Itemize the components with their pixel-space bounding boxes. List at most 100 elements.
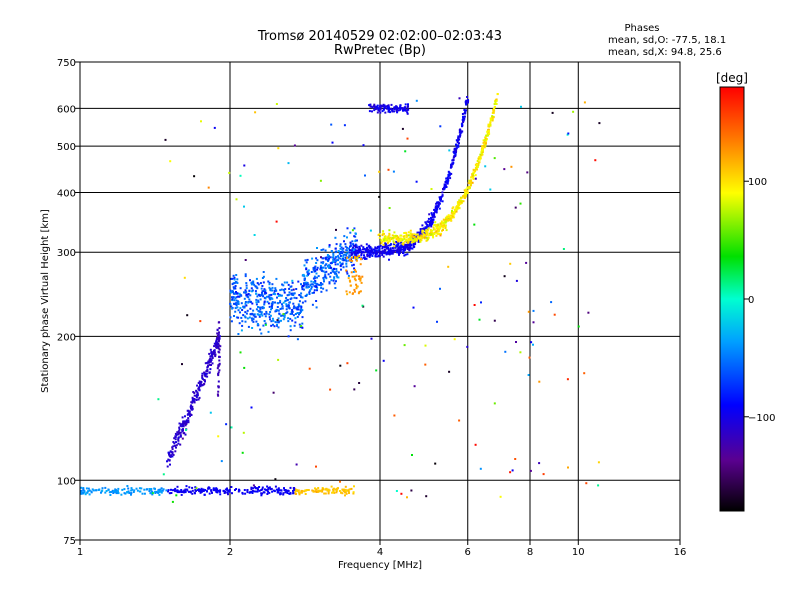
data-point (329, 388, 332, 391)
data-point (380, 239, 383, 242)
data-point (519, 202, 522, 205)
data-point (287, 335, 290, 338)
data-point (451, 210, 453, 212)
data-point (300, 306, 303, 308)
data-point (275, 103, 278, 105)
data-point (350, 487, 353, 490)
data-point (484, 136, 487, 139)
data-point (167, 489, 170, 492)
data-point (320, 286, 323, 289)
data-point (82, 491, 85, 494)
data-point (353, 235, 356, 238)
data-point (345, 252, 348, 255)
data-point (389, 250, 391, 252)
data-point (347, 274, 350, 277)
data-point (170, 488, 172, 491)
data-point (210, 354, 213, 357)
data-point (277, 317, 280, 320)
data-point (385, 238, 388, 241)
data-point (349, 255, 351, 258)
data-point (289, 486, 292, 489)
data-point (386, 107, 389, 110)
data-point (232, 274, 235, 277)
data-point (126, 485, 129, 487)
data-point (200, 490, 203, 493)
data-point (199, 491, 202, 494)
data-point (178, 422, 181, 425)
data-point (198, 380, 201, 383)
data-point (174, 487, 177, 490)
data-point (312, 489, 315, 492)
data-point (248, 491, 251, 494)
data-point (402, 109, 404, 112)
data-point (198, 386, 201, 389)
data-point (529, 469, 532, 472)
data-point (319, 266, 322, 269)
data-point (406, 106, 409, 109)
data-point (464, 109, 467, 112)
data-point (236, 278, 239, 281)
y-tick-label: 300 (57, 248, 76, 259)
data-point (394, 236, 396, 239)
data-point (399, 105, 402, 108)
data-point (175, 434, 178, 437)
data-point (272, 293, 275, 295)
data-point (542, 473, 545, 476)
data-point (286, 298, 289, 301)
data-point (286, 281, 289, 284)
data-point (375, 105, 378, 108)
data-point (454, 148, 457, 151)
data-point (485, 139, 488, 142)
data-point (387, 235, 390, 238)
data-point (205, 490, 208, 493)
data-point (241, 324, 244, 327)
data-point (333, 276, 336, 279)
data-point (348, 254, 351, 257)
data-point (344, 256, 347, 259)
data-point (206, 375, 209, 378)
data-point (271, 490, 274, 493)
data-point (403, 232, 406, 234)
data-point (341, 252, 344, 254)
data-point (386, 105, 389, 107)
data-point (416, 231, 419, 234)
data-point (277, 302, 280, 305)
data-point (329, 256, 332, 259)
data-point (415, 233, 418, 236)
data-point (91, 488, 94, 491)
data-point (434, 205, 437, 208)
data-point (496, 93, 499, 95)
data-point (401, 239, 404, 242)
data-point (491, 116, 494, 119)
data-point (314, 487, 316, 490)
data-point (437, 203, 440, 205)
data-point (425, 229, 428, 232)
data-point (381, 254, 384, 256)
data-point (344, 258, 347, 261)
data-point (353, 248, 356, 251)
data-point (424, 363, 427, 366)
data-point (231, 283, 234, 286)
data-point (444, 183, 447, 186)
data-point (212, 351, 215, 354)
data-point (405, 236, 408, 239)
data-point (466, 101, 469, 104)
data-point (247, 301, 250, 304)
data-point (293, 324, 296, 327)
data-point (472, 173, 474, 176)
data-point (410, 237, 413, 240)
data-point (352, 249, 355, 252)
data-point (445, 218, 448, 221)
data-point (252, 317, 255, 320)
data-point (272, 319, 275, 322)
data-point (195, 394, 198, 397)
data-point (495, 99, 498, 102)
data-point (442, 222, 445, 224)
data-point (481, 151, 484, 153)
data-point (363, 257, 366, 260)
data-point (288, 287, 291, 290)
data-point (263, 313, 266, 316)
data-point (353, 269, 356, 271)
chart-title: Tromsø 20140529 02:02:00–02:03:43 (257, 29, 502, 44)
data-point (403, 248, 405, 250)
